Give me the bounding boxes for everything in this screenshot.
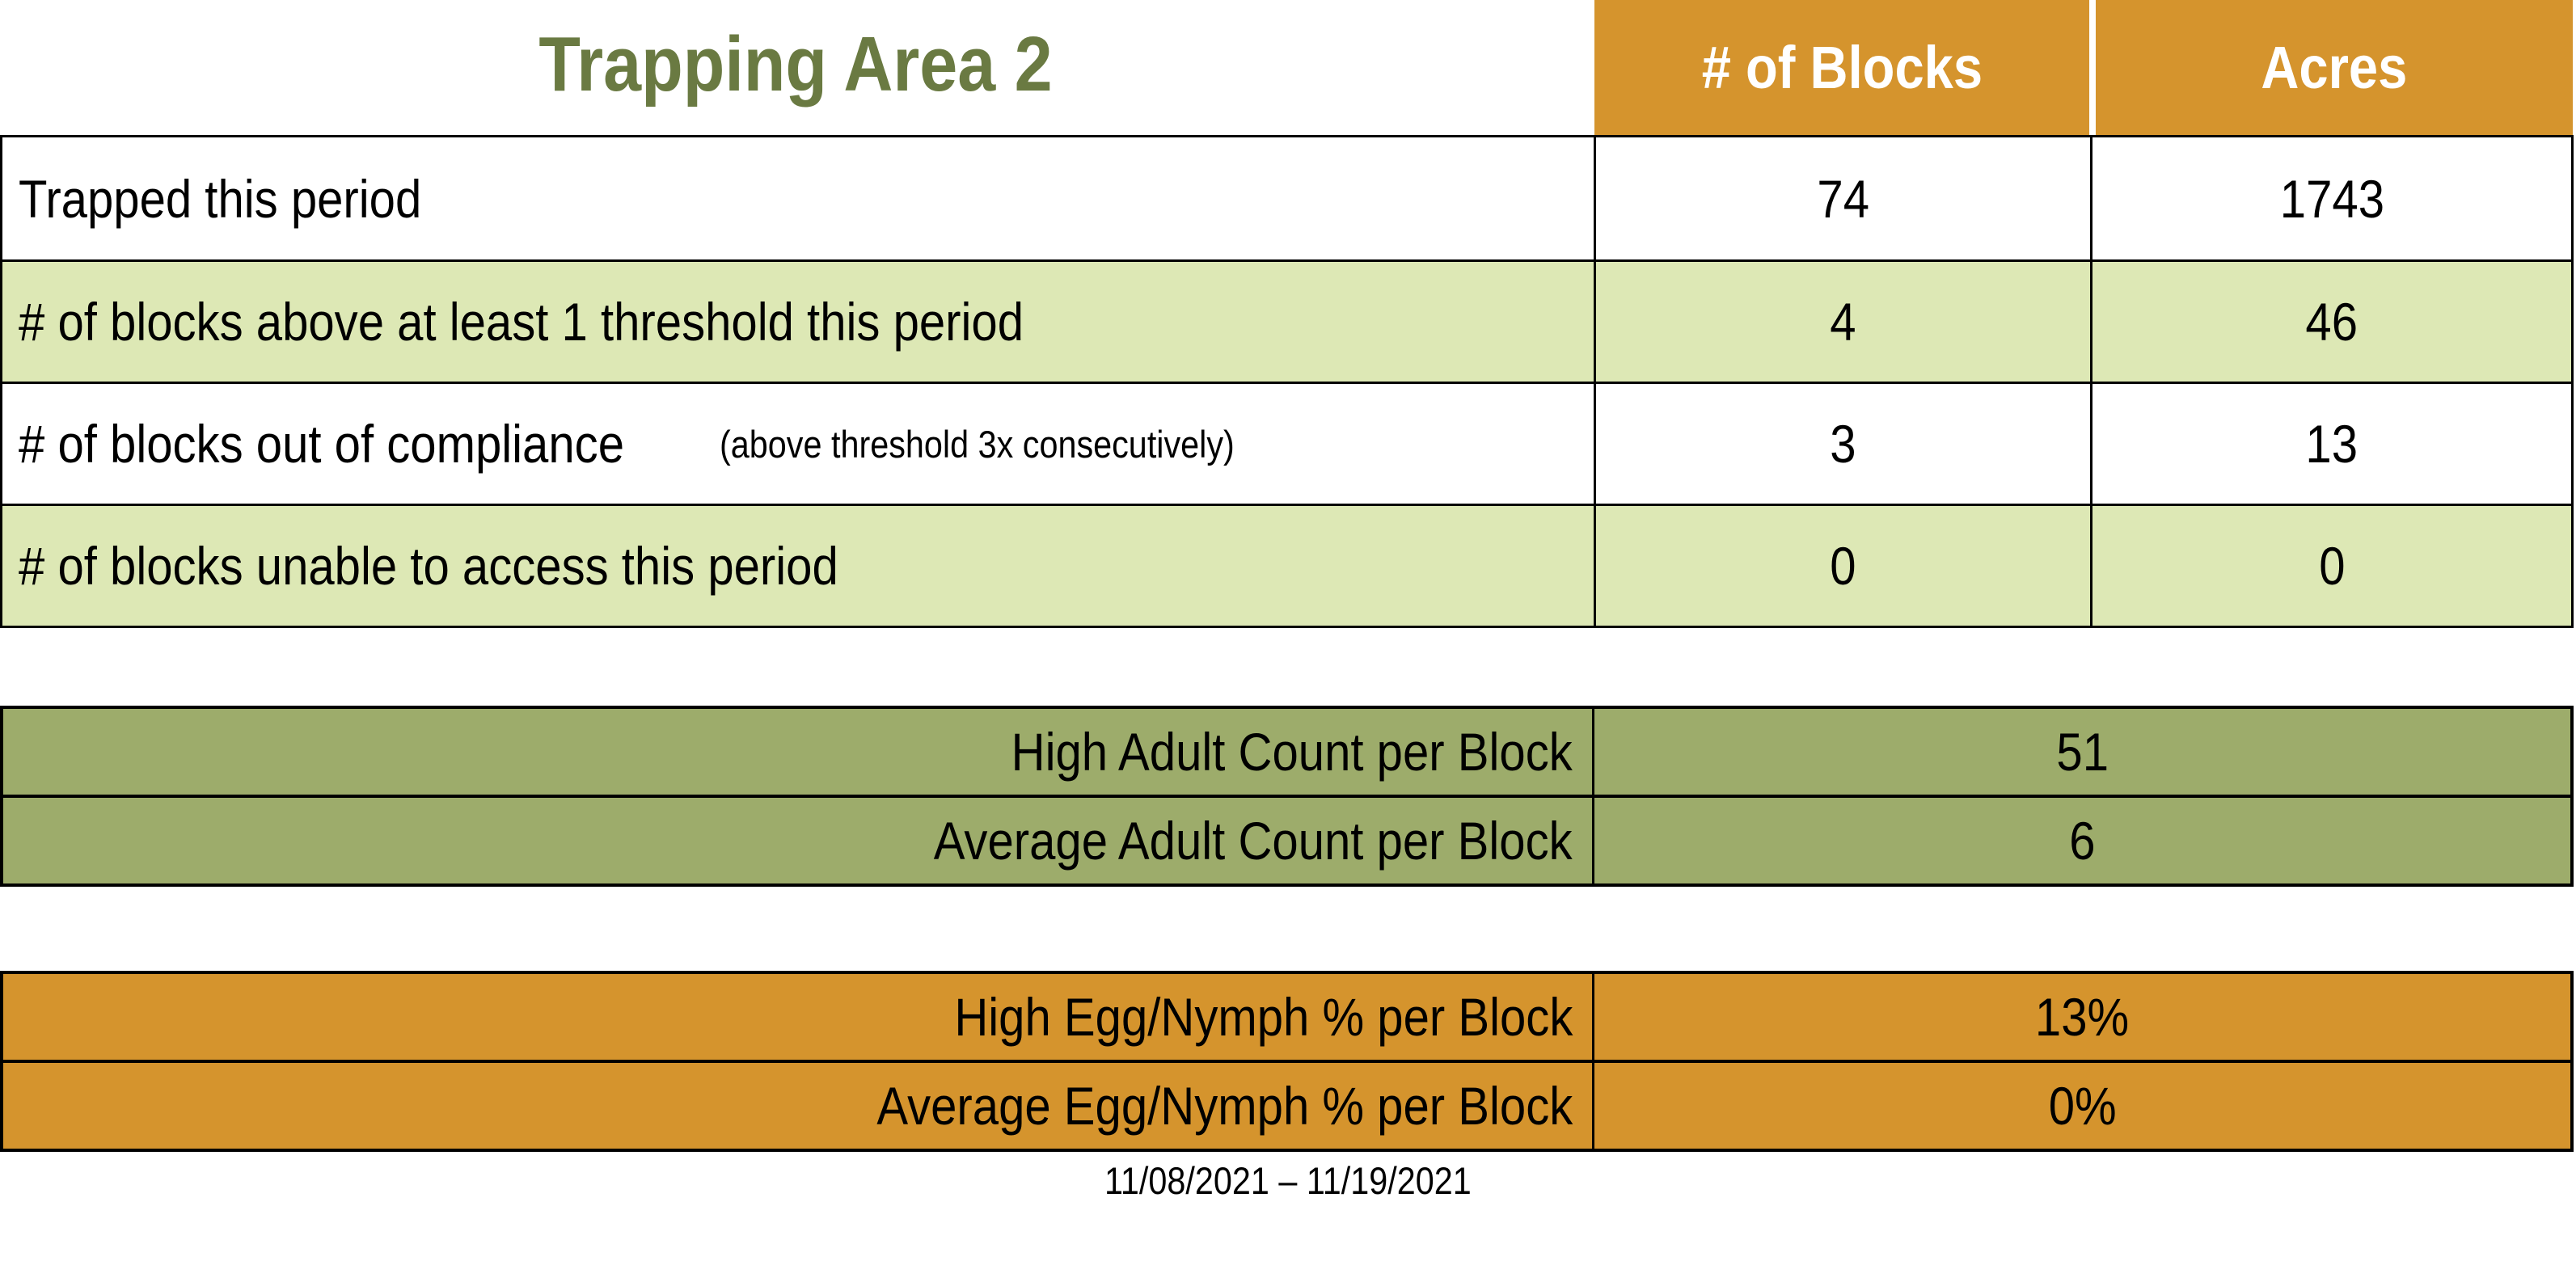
row-value: 13% bbox=[1592, 974, 2570, 1060]
blocks-value-text: 3 bbox=[1830, 414, 1856, 474]
row-label-note: (above threshold 3x consecutively) bbox=[720, 422, 1235, 466]
row-label-text: # of blocks unable to access this period bbox=[19, 536, 838, 596]
row-label-text: Average Egg/Nymph % per Block bbox=[876, 1076, 1573, 1136]
row-label-text: Trapped this period bbox=[19, 168, 422, 229]
page-title: Trapping Area 2 bbox=[0, 0, 1591, 129]
row-label: # of blocks unable to access this period bbox=[2, 506, 1594, 626]
table-row: # of blocks unable to access this period… bbox=[2, 504, 2571, 626]
table-row: High Adult Count per Block 51 bbox=[3, 709, 2570, 795]
table-row: # of blocks above at least 1 threshold t… bbox=[2, 259, 2571, 382]
blocks-value-text: 4 bbox=[1830, 292, 1856, 352]
row-label: # of blocks above at least 1 threshold t… bbox=[2, 262, 1594, 382]
acres-value: 1743 bbox=[2090, 137, 2571, 259]
row-label: Average Adult Count per Block bbox=[3, 798, 1592, 883]
egg-nymph-table: High Egg/Nymph % per Block 13% Average E… bbox=[0, 971, 2574, 1152]
table-row: High Egg/Nymph % per Block 13% bbox=[3, 974, 2570, 1060]
blocks-value: 0 bbox=[1594, 506, 2090, 626]
date-range: 11/08/2021 – 11/19/2021 bbox=[0, 1156, 2576, 1204]
row-label: Trapped this period bbox=[2, 137, 1594, 259]
acres-value-text: 0 bbox=[2318, 536, 2346, 596]
table-row: Average Egg/Nymph % per Block 0% bbox=[3, 1060, 2570, 1149]
acres-value-text: 13 bbox=[2305, 414, 2359, 474]
row-value-text: 13% bbox=[2035, 987, 2130, 1047]
row-label-text: High Adult Count per Block bbox=[1011, 722, 1573, 782]
acres-value: 46 bbox=[2090, 262, 2571, 382]
row-label: High Adult Count per Block bbox=[3, 709, 1592, 795]
blocks-value: 4 bbox=[1594, 262, 2090, 382]
table-row: Average Adult Count per Block 6 bbox=[3, 795, 2570, 883]
column-header-acres-label: Acres bbox=[2261, 34, 2408, 101]
adult-count-table: High Adult Count per Block 51 Average Ad… bbox=[0, 706, 2574, 887]
row-label: # of blocks out of compliance (above thr… bbox=[2, 384, 1594, 504]
row-label-text: High Egg/Nymph % per Block bbox=[953, 987, 1573, 1047]
row-value-text: 51 bbox=[2056, 722, 2109, 782]
row-label: High Egg/Nymph % per Block bbox=[3, 974, 1592, 1060]
row-label-text: # of blocks above at least 1 threshold t… bbox=[19, 292, 1024, 352]
row-label-text: # of blocks out of compliance bbox=[19, 414, 625, 474]
row-value-text: 0% bbox=[2048, 1076, 2117, 1136]
column-header-acres: Acres bbox=[2096, 0, 2573, 135]
page-title-text: Trapping Area 2 bbox=[538, 21, 1053, 108]
column-header-blocks-label: # of Blocks bbox=[1701, 34, 1983, 101]
row-value: 6 bbox=[1592, 798, 2570, 883]
table-row: Trapped this period 74 1743 bbox=[2, 137, 2571, 259]
acres-value-text: 46 bbox=[2305, 292, 2359, 352]
row-value: 0% bbox=[1592, 1063, 2570, 1149]
table-row: # of blocks out of compliance (above thr… bbox=[2, 382, 2571, 504]
blocks-value: 3 bbox=[1594, 384, 2090, 504]
acres-value: 13 bbox=[2090, 384, 2571, 504]
column-header-blocks: # of Blocks bbox=[1594, 0, 2089, 135]
acres-value: 0 bbox=[2090, 506, 2571, 626]
blocks-value: 74 bbox=[1594, 137, 2090, 259]
row-label: Average Egg/Nymph % per Block bbox=[3, 1063, 1592, 1149]
row-value-text: 6 bbox=[2069, 811, 2096, 871]
row-value: 51 bbox=[1592, 709, 2570, 795]
blocks-value-text: 0 bbox=[1830, 536, 1856, 596]
blocks-value-text: 74 bbox=[1817, 168, 1869, 229]
date-range-text: 11/08/2021 – 11/19/2021 bbox=[1104, 1158, 1472, 1202]
acres-value-text: 1743 bbox=[2279, 168, 2384, 229]
row-label-text: Average Adult Count per Block bbox=[934, 811, 1573, 871]
summary-table: Trapped this period 74 1743 # of blocks … bbox=[0, 135, 2574, 628]
